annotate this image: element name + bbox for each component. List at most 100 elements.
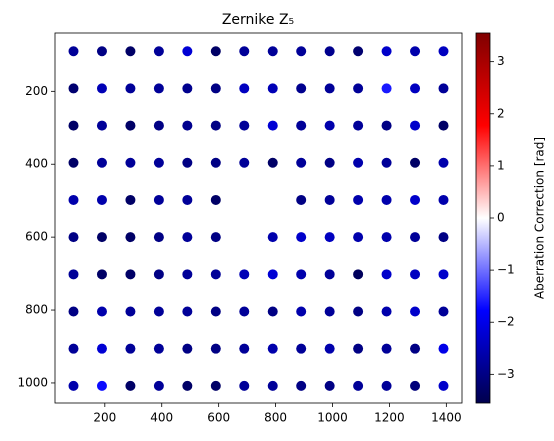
y-tick-label: 600 [25,230,48,244]
scatter-point [410,380,421,391]
scatter-point [410,46,421,57]
scatter-point [267,120,278,131]
scatter-point [68,343,79,354]
scatter-point [125,157,136,168]
colorbar-tick-label: 3 [497,54,505,68]
scatter-point [68,46,79,57]
y-tick-label: 1000 [17,375,48,389]
scatter-point [96,157,107,168]
scatter-point [125,120,136,131]
scatter-point [68,83,79,94]
scatter-point [324,306,335,317]
scatter-point [438,83,449,94]
scatter-point [267,380,278,391]
scatter-point [68,120,79,131]
x-tick-label: 800 [264,411,287,425]
scatter-point [182,83,193,94]
scatter-point [239,120,250,131]
scatter-point [68,232,79,243]
scatter-point [267,269,278,280]
scatter-point [210,306,221,317]
scatter-point [182,306,193,317]
scatter-point [182,269,193,280]
scatter-point [267,232,278,243]
scatter-point [153,306,164,317]
scatter-point [296,306,307,317]
scatter-point [410,83,421,94]
scatter-point [96,83,107,94]
scatter-point [296,343,307,354]
scatter-point [239,306,250,317]
scatter-point [153,269,164,280]
scatter-point [96,120,107,131]
scatter-point [267,46,278,57]
scatter-point [438,194,449,205]
scatter-point [153,380,164,391]
scatter-point [210,120,221,131]
scatter-point [353,232,364,243]
scatter-point [353,269,364,280]
scatter-point [410,232,421,243]
scatter-point [125,269,136,280]
scatter-point [210,46,221,57]
scatter-point [353,194,364,205]
y-tick-label: 200 [25,84,48,98]
scatter-point [210,343,221,354]
scatter-point [210,232,221,243]
scatter-point [68,306,79,317]
scatter-point [125,380,136,391]
scatter-point [438,46,449,57]
scatter-point [125,83,136,94]
scatter-point [438,343,449,354]
scatter-point [96,194,107,205]
x-tick-label: 200 [93,411,116,425]
scatter-point [267,83,278,94]
scatter-point [125,194,136,205]
x-tick-label: 1400 [431,411,462,425]
scatter-point [125,232,136,243]
scatter-point [153,343,164,354]
scatter-point [267,343,278,354]
scatter-point [381,83,392,94]
x-tick-label: 1000 [317,411,348,425]
scatter-point [410,120,421,131]
scatter-point [182,343,193,354]
x-tick-label: 400 [150,411,173,425]
scatter-point [267,306,278,317]
plot-frame [54,32,463,404]
scatter-point [153,232,164,243]
scatter-point [410,306,421,317]
colorbar [476,33,490,403]
scatter-point [96,380,107,391]
scatter-point [410,269,421,280]
scatter-point [153,194,164,205]
scatter-point [239,269,250,280]
scatter-point [296,157,307,168]
scatter-point [438,157,449,168]
scatter-point [381,194,392,205]
scatter-point [68,380,79,391]
scatter-point [96,306,107,317]
scatter-point [68,194,79,205]
scatter-point [410,194,421,205]
scatter-point [353,46,364,57]
scatter-point [381,157,392,168]
scatter-point [125,343,136,354]
scatter-point [324,194,335,205]
scatter-point [324,46,335,57]
scatter-point [324,83,335,94]
scatter-point [153,157,164,168]
colorbar-tick-label: 1 [497,158,505,172]
scatter-point [296,269,307,280]
scatter-point [239,380,250,391]
scatter-point [296,83,307,94]
scatter-point [96,343,107,354]
scatter-point [353,380,364,391]
scatter-point [324,380,335,391]
colorbar-tick-label: 2 [497,106,505,120]
scatter-point [324,343,335,354]
scatter-point [182,120,193,131]
y-tick-label: 400 [25,157,48,171]
scatter-point [210,380,221,391]
